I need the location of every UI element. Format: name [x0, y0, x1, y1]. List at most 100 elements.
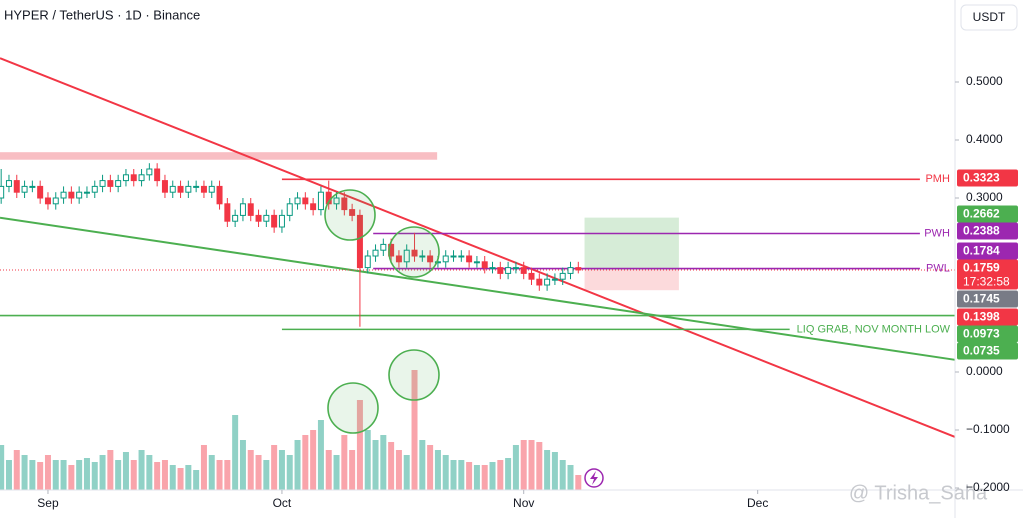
candle-body — [115, 180, 122, 187]
candle-body — [551, 278, 558, 281]
volume-bar — [466, 462, 473, 490]
candle-body — [349, 209, 356, 216]
volume-bar — [83, 458, 90, 490]
candle-body — [466, 255, 473, 263]
volume-bar — [37, 462, 44, 490]
candle-body — [341, 197, 348, 211]
candle-body — [255, 214, 262, 222]
candle-body — [21, 185, 28, 193]
candle-body — [458, 255, 465, 258]
candle-body — [450, 255, 457, 258]
price-label: 0.1398 — [963, 310, 1000, 324]
price-label-box — [957, 205, 1018, 223]
volume-bar — [388, 442, 395, 490]
icon-bolt — [590, 471, 598, 485]
price-label-box — [957, 290, 1018, 308]
currency-button[interactable] — [960, 4, 1018, 31]
candle-body — [294, 197, 301, 205]
y-tick-label: 0.5000 — [966, 74, 1003, 88]
volume-bar — [138, 450, 145, 490]
chart-title: HYPER / TetherUS · 1D · Binance — [4, 7, 200, 22]
volume-bar — [567, 465, 574, 490]
price-label: 0.3323 — [963, 171, 1000, 185]
volume-bar — [317, 420, 324, 490]
volume-bar — [294, 440, 301, 490]
level-label: PWH — [924, 227, 950, 239]
candle-body — [403, 249, 410, 263]
drawings: PMH PWH PWL LIQ GRAB, NOV MONTH LOW — [0, 57, 956, 438]
volume-bar — [146, 455, 153, 490]
volume-bar — [239, 440, 246, 490]
candle-body — [271, 214, 278, 228]
volume-bar — [520, 440, 527, 490]
circle — [327, 382, 379, 434]
alert-icon[interactable] — [584, 468, 604, 488]
volume-bar — [130, 460, 137, 490]
candle-body — [263, 214, 270, 222]
candle-body — [91, 185, 98, 193]
circle — [324, 189, 376, 241]
y-tick-label: −0.1000 — [966, 422, 1010, 436]
volume-bar — [224, 460, 231, 490]
volume-bar — [208, 455, 215, 490]
x-tick-label: Nov — [513, 496, 534, 510]
candle-body — [138, 174, 145, 182]
volume-bar — [247, 450, 254, 490]
volume-bar — [13, 450, 20, 490]
volume-bar — [193, 470, 200, 490]
volume-bar — [364, 430, 371, 490]
candle-body — [473, 261, 480, 264]
price-label-box — [957, 169, 1018, 187]
volume-bar — [21, 455, 28, 490]
volume-bar — [427, 445, 434, 490]
candle-body — [559, 272, 566, 280]
candle-body — [380, 243, 387, 251]
candle-body — [224, 203, 231, 222]
zone — [0, 152, 438, 160]
candle-body — [497, 267, 504, 274]
volume-bar — [169, 465, 176, 490]
price-label-box — [957, 242, 1018, 260]
candle-body — [76, 191, 83, 199]
candle-body — [489, 267, 496, 270]
volume-bar — [177, 468, 184, 490]
trendline — [0, 57, 956, 438]
volume-bar — [68, 465, 75, 490]
volume-bar — [44, 455, 51, 490]
volume-bar — [263, 460, 270, 490]
price-label-box — [957, 259, 1018, 290]
volume-bar — [5, 460, 12, 490]
candle-body — [302, 197, 309, 205]
volume-bar — [497, 460, 504, 490]
volume-bar — [216, 460, 223, 490]
volume-bar — [395, 450, 402, 490]
volume-bar — [356, 400, 363, 490]
zone — [584, 269, 679, 291]
candle-body — [208, 185, 215, 193]
candle-body — [154, 168, 161, 182]
volume-bar — [349, 450, 356, 490]
candle-body — [442, 255, 449, 263]
volume-bar — [333, 455, 340, 490]
candle-body — [177, 185, 184, 193]
volume-bar — [278, 450, 285, 490]
x-tick-label: Sep — [37, 496, 59, 510]
price-label: 0.2662 — [963, 207, 1000, 221]
volume-bar — [122, 452, 129, 490]
volume-bar — [512, 445, 519, 490]
y-tick-label: 0.3000 — [966, 190, 1003, 204]
y-tick-label: −0.2000 — [966, 480, 1010, 494]
volume-bar — [161, 460, 168, 490]
volume-bar — [458, 460, 465, 490]
volume-bar — [52, 460, 59, 490]
price-label: 0.1784 — [963, 244, 1000, 258]
circle — [388, 226, 440, 278]
volume-bar — [544, 450, 551, 490]
level-label: LIQ GRAB, NOV MONTH LOW — [797, 323, 951, 335]
x-tick-label: Dec — [747, 496, 768, 510]
volume-bar — [107, 450, 114, 490]
axes: 0.5000 0.4000 0.3000 0.0000 −0.1000 −0.2000 Se… — [37, 74, 1018, 510]
volume-bar — [232, 415, 239, 490]
candle-body — [372, 249, 379, 257]
